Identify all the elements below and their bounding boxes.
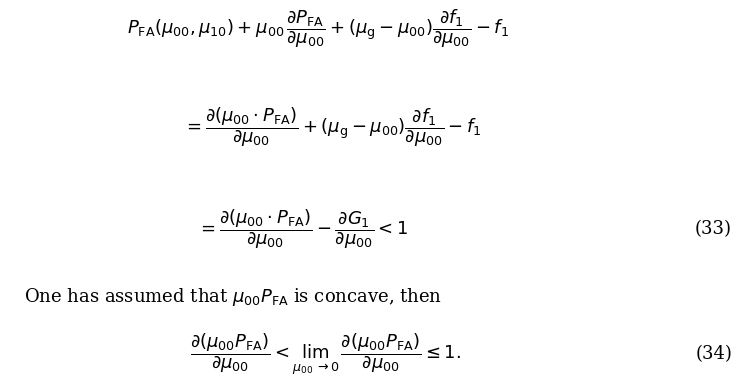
Text: One has assumed that $\mu_{00}P_{\mathrm{FA}}$ is concave, then: One has assumed that $\mu_{00}P_{\mathrm…: [24, 286, 442, 308]
Text: $P_{\mathrm{FA}}\left(\mu_{00}, \mu_{10}\right) + \mu_{00}\,\dfrac{\partial P_{\: $P_{\mathrm{FA}}\left(\mu_{00}, \mu_{10}…: [127, 7, 509, 50]
Text: (34): (34): [695, 345, 732, 363]
Text: $= \dfrac{\partial\left(\mu_{00} \cdot P_{\mathrm{FA}}\right)}{\partial\mu_{00}}: $= \dfrac{\partial\left(\mu_{00} \cdot P…: [184, 105, 482, 149]
Text: (33): (33): [695, 220, 732, 238]
Text: $\dfrac{\partial\left(\mu_{00}P_{\mathrm{FA}}\right)}{\partial\mu_{00}} < \lim_{: $\dfrac{\partial\left(\mu_{00}P_{\mathrm…: [190, 331, 461, 377]
Text: $= \dfrac{\partial\left(\mu_{00} \cdot P_{\mathrm{FA}}\right)}{\partial\mu_{00}}: $= \dfrac{\partial\left(\mu_{00} \cdot P…: [197, 207, 408, 251]
